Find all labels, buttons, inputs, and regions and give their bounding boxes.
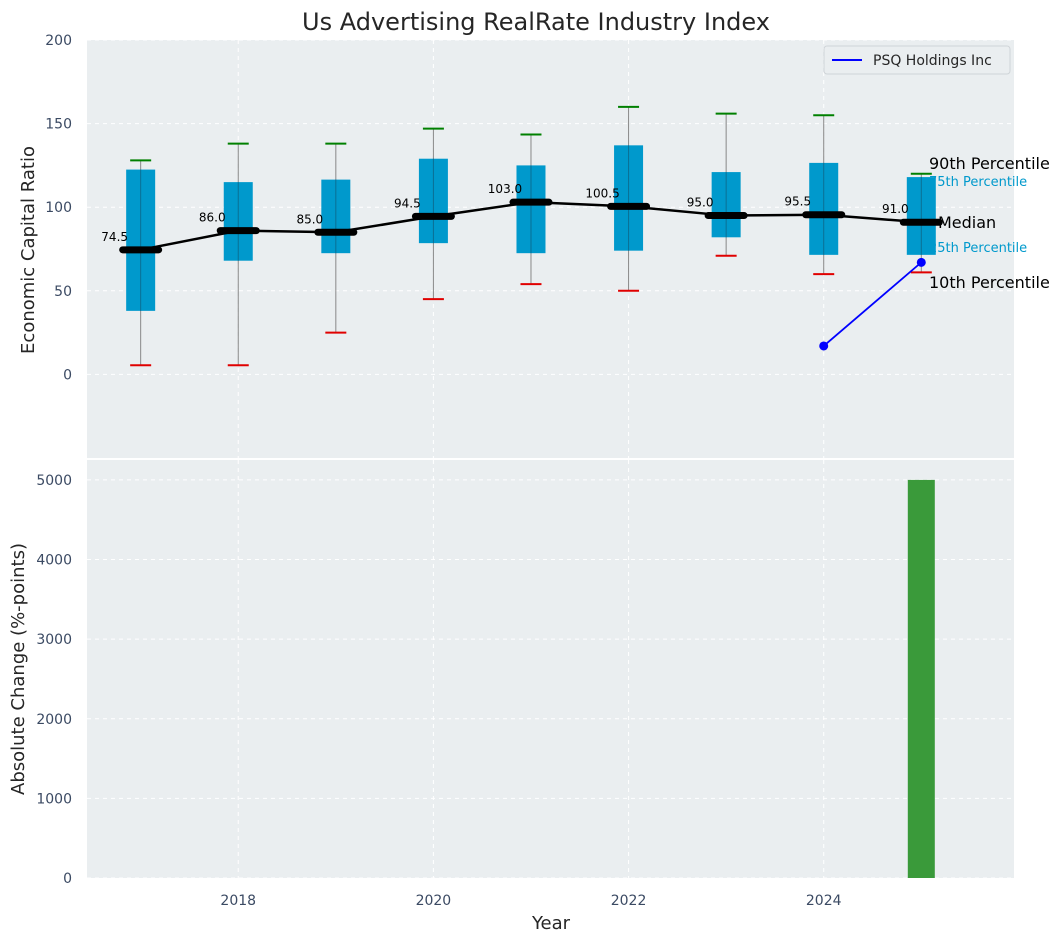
bottom-y-tick: 5000 <box>36 473 72 489</box>
psq-series <box>819 257 926 351</box>
legend-box <box>823 45 1011 75</box>
bottom-y-tick: 0 <box>63 871 72 887</box>
median-label: 86.0 <box>199 211 226 225</box>
legend: PSQ Holdings Inc <box>823 45 1011 75</box>
median-label: 95.5 <box>784 195 811 209</box>
change-bars <box>907 479 935 878</box>
psq-line <box>823 261 922 347</box>
label-p10: 10th Percentile <box>929 273 1050 292</box>
median-trend <box>140 200 922 252</box>
median-label: 74.5 <box>101 230 128 244</box>
bottom-panel: 0 1000 2000 3000 4000 5000 2018 2020 2022 2024 A… <box>8 460 1014 934</box>
percentile-labels: 90th Percentile 75th Percentile Median 2… <box>929 154 1050 292</box>
top-y-tick: 200 <box>45 33 72 49</box>
label-q1: 25th Percentile <box>929 241 1027 256</box>
bottom-y-tick: 2000 <box>36 712 72 728</box>
x-tick: 2022 <box>611 893 647 909</box>
change-bar <box>907 479 935 878</box>
bottom-y-axis-label: Absolute Change (%-points) <box>8 543 29 795</box>
top-y-tick: 150 <box>45 117 72 133</box>
top-panel: 0 50 100 150 200 74.5 86.0 85.0 94.5 103.0 100.5 9… <box>18 33 1050 458</box>
bottom-y-tick: 3000 <box>36 632 72 648</box>
psq-point <box>916 257 926 267</box>
x-axis-label: Year <box>531 913 571 934</box>
x-tick-labels: 2018 2020 2022 2024 <box>220 893 841 909</box>
top-y-tick-labels: 0 50 100 150 200 <box>45 33 72 383</box>
median-label: 85.0 <box>296 212 323 226</box>
label-median: Median <box>938 213 996 232</box>
median-label: 94.5 <box>394 196 421 210</box>
bottom-y-tick: 4000 <box>36 553 72 569</box>
median-trend-line <box>140 200 922 252</box>
top-y-tick: 100 <box>45 200 72 216</box>
x-tick: 2018 <box>220 893 256 909</box>
x-tick: 2024 <box>806 893 842 909</box>
median-label: 91.0 <box>882 202 909 216</box>
top-y-tick: 50 <box>54 284 72 300</box>
median-label: 95.0 <box>687 196 714 210</box>
median-label: 100.5 <box>585 186 619 200</box>
median-label: 103.0 <box>488 182 522 196</box>
x-tick: 2020 <box>416 893 452 909</box>
median-value-labels: 74.5 86.0 85.0 94.5 103.0 100.5 95.0 95.5 91.0 <box>101 182 908 244</box>
legend-label: PSQ Holdings Inc <box>873 53 992 69</box>
label-p90: 90th Percentile <box>929 154 1050 173</box>
top-y-axis-label: Economic Capital Ratio <box>18 146 39 354</box>
psq-point <box>819 341 829 351</box>
bottom-plot-background <box>87 460 1014 878</box>
label-q3: 75th Percentile <box>929 175 1027 190</box>
bottom-y-tick-labels: 0 1000 2000 3000 4000 5000 <box>36 473 72 887</box>
top-y-tick: 0 <box>63 367 72 383</box>
bottom-y-tick: 1000 <box>36 791 72 807</box>
chart-title: Us Advertising RealRate Industry Index <box>302 8 770 36</box>
bottom-gridlines <box>87 460 1014 879</box>
